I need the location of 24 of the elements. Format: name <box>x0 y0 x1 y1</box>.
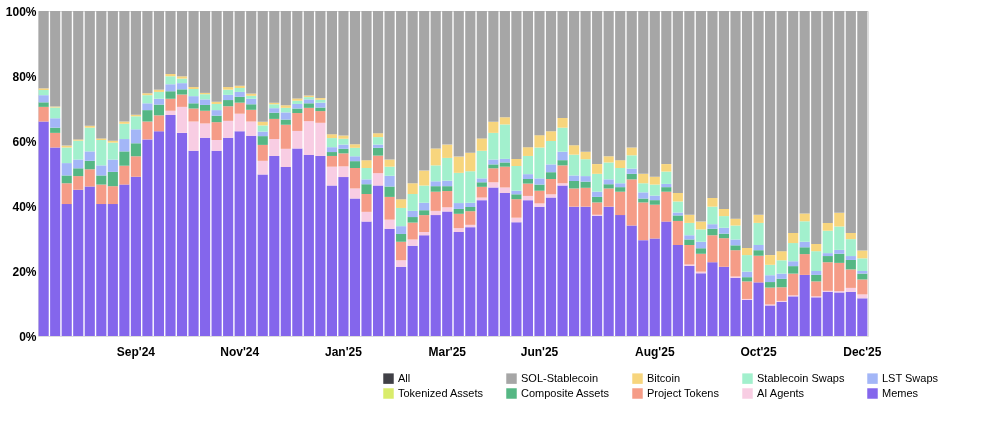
y-tick-label: 80% <box>12 69 37 84</box>
legend-label: Bitcoin <box>647 371 681 384</box>
x-tick-label: Mar'25 <box>428 344 467 359</box>
y-tick-label: 100% <box>5 4 37 19</box>
y-tick-label: 0% <box>19 329 37 344</box>
x-tick-label: Jun'25 <box>520 344 559 359</box>
legend-label: Memes <box>882 386 919 399</box>
legend-label: Tokenized Assets <box>398 386 484 399</box>
y-tick-label: 20% <box>12 264 37 279</box>
x-tick-label: Jan'25 <box>325 344 363 359</box>
legend-label: SOL-Stablecoin <box>521 371 599 384</box>
legend-label: Stablecoin Swaps <box>757 371 845 384</box>
x-tick-label: Dec'25 <box>843 344 882 359</box>
y-tick-label: 40% <box>12 199 37 214</box>
y-tick-label: 60% <box>12 134 37 149</box>
legend-label: Project Tokens <box>647 386 720 399</box>
x-tick-label: Sep'24 <box>116 344 156 359</box>
x-tick-label: Oct'25 <box>740 344 777 359</box>
x-tick-label: Aug'25 <box>635 344 675 359</box>
legend-label: All <box>398 371 411 384</box>
legend-label: Composite Assets <box>521 386 610 399</box>
x-tick-label: Nov'24 <box>220 344 260 359</box>
legend-label: AI Agents <box>757 386 805 399</box>
legend-label: LST Swaps <box>882 371 939 384</box>
